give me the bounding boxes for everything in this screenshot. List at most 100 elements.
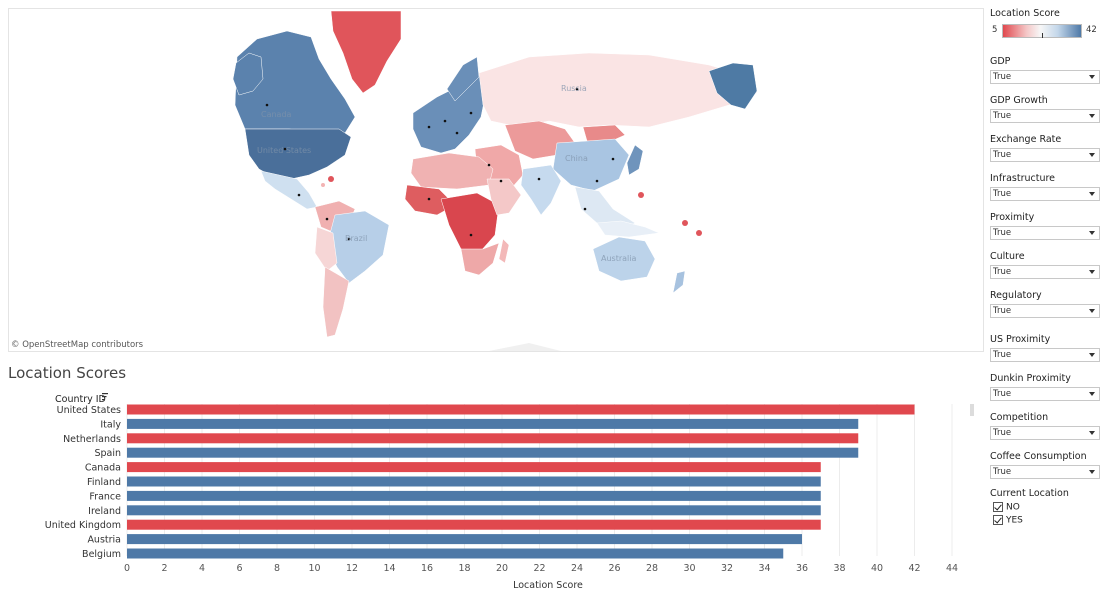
filter-value: True [993,72,1012,82]
bar[interactable] [127,519,821,530]
sort-icon[interactable] [102,393,108,401]
category-label[interactable]: Finland [87,477,121,488]
chevron-down-icon [1089,231,1095,235]
location-scores-chart: United States Italy Netherlands Spain Canada… [45,393,974,591]
bar[interactable] [127,462,821,473]
category-label[interactable]: Austria [87,535,121,546]
filter-dropdown[interactable]: True [990,70,1100,84]
filter-dropdown[interactable]: True [990,226,1100,240]
map-region-caribbean-2[interactable] [321,183,325,187]
map-region-central-africa[interactable] [440,192,500,254]
category-label[interactable]: Belgium [82,549,121,560]
bar[interactable] [127,418,859,429]
y-axis-label: Country ID [55,394,106,405]
x-tick-label: 8 [274,563,280,574]
filter-dropdown[interactable]: True [990,148,1100,162]
map-region-indonesia[interactable] [596,220,660,238]
map-region-southern-africa[interactable] [460,242,500,276]
bar[interactable] [127,534,802,545]
filter-dropdown[interactable]: True [990,348,1100,362]
bar[interactable] [127,433,859,444]
filter-gdp-growth: GDP Growth True [990,95,1100,123]
map-region-australia[interactable] [592,236,656,282]
svg-text:Russia: Russia [561,84,587,93]
chevron-down-icon [1089,470,1095,474]
map-region-alaska[interactable] [232,52,264,96]
filter-value: True [993,428,1012,438]
category-label[interactable]: Ireland [88,506,121,517]
bar[interactable] [127,404,915,415]
category-label[interactable]: United States [57,405,121,416]
world-map[interactable]: Canada United States Russia China Brazil… [8,8,984,352]
x-tick-label: 14 [383,563,395,574]
map-region-brazil[interactable] [326,210,390,284]
map-region-west-africa[interactable] [404,184,456,216]
map-region-philippines[interactable] [638,192,644,198]
chevron-down-icon [1089,114,1095,118]
legend-max: 42 [1086,25,1097,35]
filter-dropdown[interactable]: True [990,265,1100,279]
map-region-caribbean[interactable] [328,176,334,182]
bar[interactable] [127,476,821,487]
bar[interactable] [127,490,821,501]
map-region-russia[interactable] [478,52,758,128]
x-tick-label: 24 [571,563,583,574]
map-region-pacific-island[interactable] [682,220,688,226]
filter-culture: Culture True [990,251,1100,279]
filter-dropdown[interactable]: True [990,465,1100,479]
checkbox-label: NO [1006,502,1020,513]
filter-value: True [993,306,1012,316]
map-region-japan[interactable] [626,144,644,176]
map-region-india[interactable] [520,164,562,216]
map-region-north-africa[interactable] [410,152,494,190]
bar[interactable] [127,447,859,458]
category-label[interactable]: United Kingdom [45,520,121,531]
map-region-mexico[interactable] [260,170,318,210]
chevron-down-icon [1089,192,1095,196]
map-region-scandinavia[interactable] [446,56,480,102]
x-tick-label: 20 [496,563,508,574]
map-region-mongolia[interactable] [582,124,626,144]
checkbox-checked-icon[interactable] [993,515,1003,525]
map-canvas[interactable]: Canada United States Russia China Brazil… [9,9,984,352]
checkbox-checked-icon[interactable] [993,502,1003,512]
x-tick-label: 6 [236,563,242,574]
map-region-antarctica [489,343,561,351]
map-region-pacific-island-2[interactable] [696,230,702,236]
current-location-option-no[interactable]: NO [993,502,1020,513]
bar[interactable] [127,505,821,516]
filter-value: True [993,389,1012,399]
map-region-europe[interactable] [412,72,486,154]
bar[interactable] [127,548,784,559]
map-region-peru[interactable] [314,226,338,272]
category-label[interactable]: France [89,491,121,502]
filter-label: US Proximity [990,334,1051,345]
category-label[interactable]: Netherlands [63,434,121,445]
filter-dropdown[interactable]: True [990,187,1100,201]
map-region-madagascar[interactable] [498,238,510,264]
filter-label: Regulatory [990,290,1042,301]
filter-dropdown[interactable]: True [990,304,1100,318]
filter-dropdown[interactable]: True [990,426,1100,440]
x-tick-label: 18 [458,563,470,574]
filter-label: Coffee Consumption [990,451,1087,462]
chart-scrollbar[interactable] [970,404,974,416]
filter-label: Culture [990,251,1025,262]
category-label[interactable]: Italy [100,419,121,430]
map-region-usa[interactable] [244,128,352,180]
category-label[interactable]: Spain [94,448,121,459]
map-region-greenland[interactable] [330,10,402,94]
map-region-east-siberia[interactable] [708,62,758,110]
filter-value: True [993,228,1012,238]
filter-dropdown[interactable]: True [990,109,1100,123]
map-region-argentina[interactable] [322,266,350,338]
category-label[interactable]: Canada [85,463,121,474]
x-tick-label: 42 [908,563,920,574]
map-region-east-africa[interactable] [486,178,522,216]
filter-value: True [993,189,1012,199]
current-location-option-yes[interactable]: YES [993,515,1023,526]
filter-value: True [993,267,1012,277]
filter-dropdown[interactable]: True [990,387,1100,401]
map-region-new-zealand[interactable] [672,270,686,294]
map-region-china[interactable] [552,138,630,192]
